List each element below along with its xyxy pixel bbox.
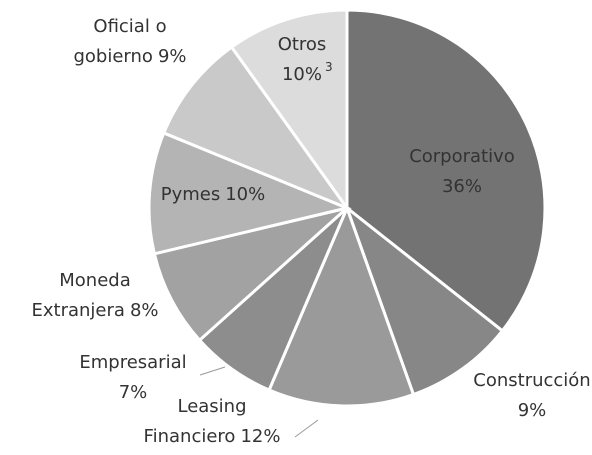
pie-slice — [267, 203, 416, 408]
label-line: Extranjera — [32, 300, 125, 321]
slice-label: Otros — [278, 34, 327, 55]
pie-slice — [345, 8, 547, 333]
pie-slice — [229, 8, 349, 213]
label-line: Construcción — [473, 370, 590, 391]
slice-label: Corporativo — [409, 146, 515, 167]
value-label: 7% — [119, 382, 148, 403]
value-label: 10% — [225, 184, 265, 205]
label-line: Moneda — [59, 270, 130, 291]
value-label: 10% — [282, 64, 322, 85]
label-line: Otros — [278, 34, 327, 55]
leader-line — [199, 366, 226, 376]
label-line: Empresarial — [79, 352, 186, 373]
value-label: 36% — [442, 176, 482, 197]
pie-slice — [152, 206, 349, 343]
value-label: 8% — [130, 300, 159, 321]
slice-label: Pymes — [161, 184, 221, 205]
label-line: Corporativo — [409, 146, 515, 167]
slice-label: Oficial o gobierno — [73, 16, 166, 67]
pie-slice — [343, 203, 505, 397]
slice-label: Moneda Extranjera — [32, 270, 131, 321]
label-line: gobierno — [73, 46, 152, 67]
value-label: 9% — [158, 46, 187, 67]
footnote: 3 — [325, 60, 333, 74]
slice-label: Construcción — [473, 370, 590, 391]
label-line: Pymes — [161, 184, 221, 205]
label-line: Financiero — [144, 426, 236, 447]
slice-label: Empresarial — [79, 352, 186, 373]
value-label: 9% — [518, 400, 547, 421]
slice-label: Leasing Financiero — [144, 396, 247, 447]
pie-slice — [161, 45, 352, 212]
leader-line — [294, 419, 319, 438]
value-label: 12% — [240, 426, 280, 447]
pie-slice — [147, 130, 352, 256]
label-line: Leasing — [177, 396, 246, 417]
label-line: Oficial o — [93, 16, 166, 37]
